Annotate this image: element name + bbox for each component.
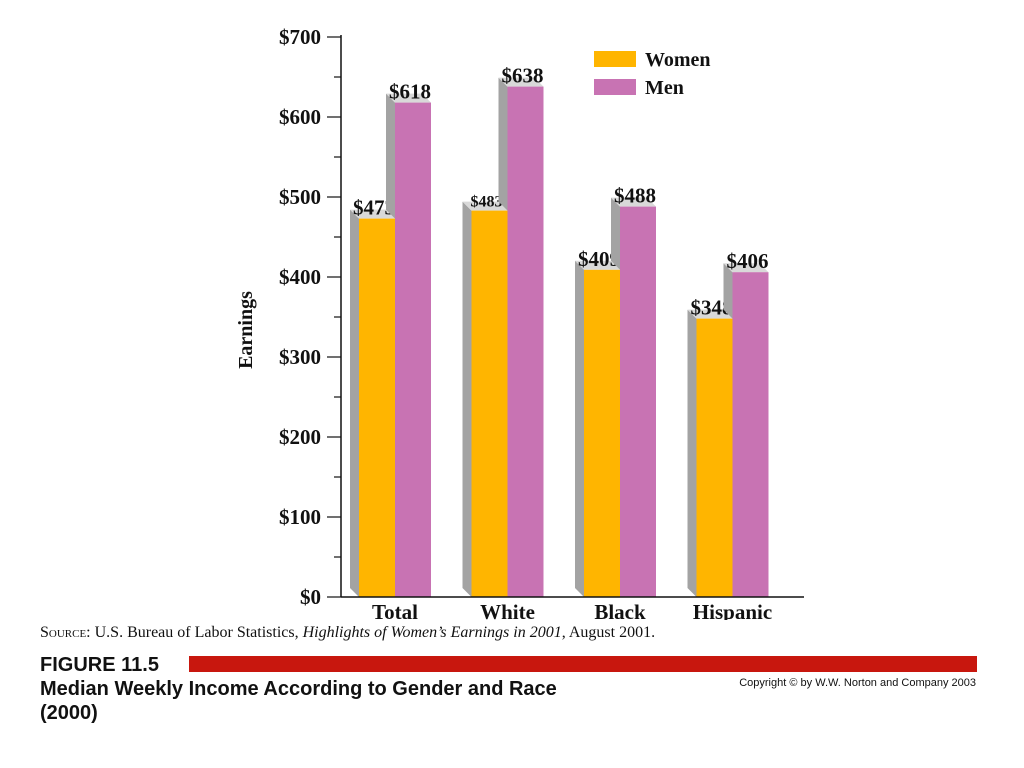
bar-women-hispanic [696, 318, 733, 597]
bar-men-white [507, 86, 544, 597]
bar-top-women [687, 309, 733, 319]
x-axis: Total White Black Hispanic [341, 596, 804, 620]
bar-women-white [471, 210, 508, 597]
bar-women-total [359, 218, 395, 597]
figure-rule [189, 656, 977, 672]
data-label: $406 [727, 249, 769, 273]
source-note: Source: U.S. Bureau of Labor Statistics,… [40, 624, 1000, 642]
data-label: $638 [502, 64, 544, 88]
y-axis: $0 $100 $200 $300 $400 $500 $600 $700 [279, 25, 342, 609]
legend-swatch-men [594, 79, 636, 95]
figure-label: FIGURE 11.5 [40, 654, 159, 676]
bars: $473$618$483$638$409$488$348$406 [350, 64, 769, 597]
source-text-before: U.S. Bureau of Labor Statistics, [90, 624, 303, 641]
source-label: Source: [40, 624, 91, 641]
legend-swatch-women [594, 51, 636, 67]
bar-top-men [723, 263, 769, 273]
bar-men-black [620, 206, 656, 597]
legend: Women Men [594, 49, 711, 99]
bar-side-men [498, 77, 508, 211]
bar-top-men [611, 197, 656, 207]
bar-top-men [386, 93, 431, 103]
figure-caption: FIGURE 11.5 Median Weekly Income Accordi… [40, 653, 560, 725]
bar-side-women [687, 309, 697, 597]
bar-side-women [462, 201, 472, 597]
bar-side-men [611, 197, 620, 270]
bar-side-men [723, 263, 733, 319]
x-tick-label: Total [372, 600, 418, 620]
data-label: $488 [614, 184, 656, 208]
bar-men-hispanic [732, 272, 769, 597]
bar-side-women [350, 209, 359, 597]
y-tick-label: $700 [279, 25, 321, 49]
x-tick-label: Black [594, 600, 646, 620]
y-tick-label: $600 [279, 105, 321, 129]
source-text-after: , August 2001. [561, 624, 656, 641]
legend-label-men: Men [645, 77, 684, 99]
bar-top-women [575, 260, 620, 270]
figure-title: Median Weekly Income According to Gender… [40, 678, 557, 724]
y-tick-label: $400 [279, 265, 321, 289]
bar-chart: $0$100$200$300$400$500$600$700 $473$618$… [235, 25, 804, 620]
legend-label-women: Women [645, 49, 711, 71]
y-axis-title: Earnings [235, 291, 257, 369]
y-tick-label: $300 [279, 345, 321, 369]
data-label: $483 [471, 194, 503, 211]
y-tick-label: $200 [279, 425, 321, 449]
bar-women-black [584, 269, 620, 597]
x-tick-label: White [480, 600, 535, 620]
bar-top-women [462, 201, 508, 211]
bar-side-men [386, 93, 395, 219]
y-tick-label: $500 [279, 185, 321, 209]
copyright-notice: Copyright © by W.W. Norton and Company 2… [739, 677, 976, 689]
y-tick-label: $0 [300, 585, 321, 609]
data-label: $618 [389, 80, 431, 104]
bar-men-total [395, 102, 431, 597]
source-publication: Highlights of Women’s Earnings in 2001 [302, 624, 562, 641]
y-tick-label: $100 [279, 505, 321, 529]
x-tick-label: Hispanic [693, 600, 772, 620]
bar-top-women [350, 209, 395, 219]
bar-side-women [575, 260, 584, 597]
bar-top-men [498, 77, 544, 87]
